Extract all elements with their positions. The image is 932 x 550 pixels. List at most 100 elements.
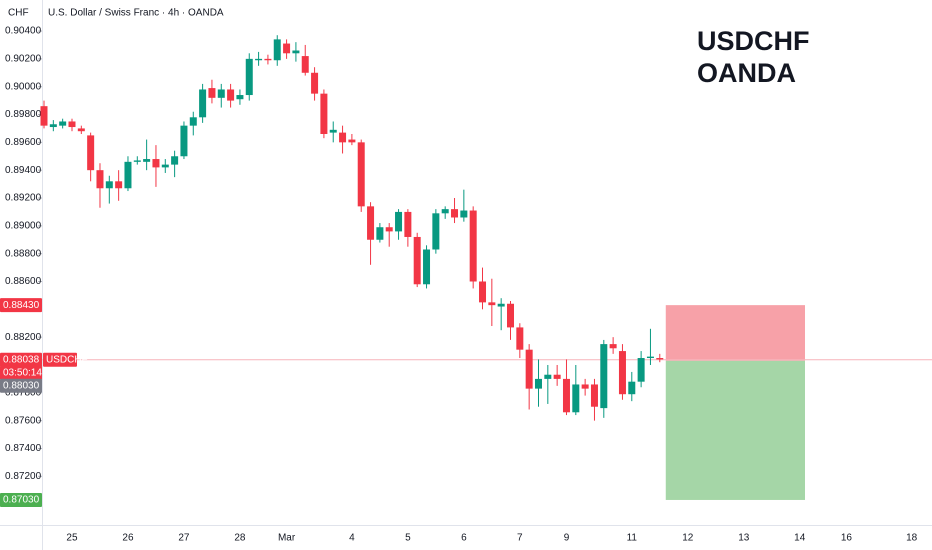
candle-body — [199, 89, 207, 118]
symbol-label: USDCHF — [46, 354, 88, 365]
last-price-label: 0.88038 — [3, 354, 40, 365]
x-tick-label: 18 — [906, 533, 918, 544]
target-label: 0.87030 — [3, 495, 40, 506]
candle-body — [273, 39, 281, 61]
candle-body — [329, 129, 337, 133]
candle-body — [572, 384, 580, 413]
candle-body — [395, 211, 403, 232]
y-tick-label: 0.88200 — [5, 332, 42, 343]
candle-body — [451, 209, 459, 218]
candle-body — [544, 374, 552, 379]
candle-body — [255, 58, 263, 61]
target-label-bg — [0, 492, 42, 507]
y-tick-label: 0.88600 — [5, 276, 42, 287]
x-tick-label: 27 — [178, 533, 190, 544]
candle-body — [49, 124, 57, 128]
candle-body — [283, 43, 291, 54]
candle-body — [143, 159, 151, 162]
candle-body — [301, 56, 309, 73]
candle-body — [562, 378, 570, 413]
y-tick-label: 0.89000 — [5, 220, 42, 231]
candle-body — [534, 378, 542, 389]
countdown-label-bg — [0, 365, 42, 380]
candle-body — [348, 139, 356, 143]
candle-body — [590, 384, 598, 407]
annotation: USDCHF — [697, 26, 810, 56]
candle-body — [432, 213, 440, 250]
y-tick-label: 0.89200 — [5, 193, 42, 204]
x-tick-label: 25 — [66, 533, 78, 544]
stop-zone — [665, 305, 805, 361]
candle-body — [189, 117, 197, 126]
candle-body — [40, 106, 48, 126]
candle-body — [609, 344, 617, 349]
countdown-label: 03:50:14 — [3, 367, 42, 378]
candle-body — [115, 181, 123, 189]
x-tick-label: 26 — [122, 533, 134, 544]
candle-body — [171, 156, 179, 165]
candle-body — [441, 209, 449, 214]
stop-label-bg — [0, 298, 42, 313]
candle-body — [637, 358, 645, 382]
candle-body — [628, 381, 636, 395]
candle-body — [245, 58, 253, 96]
candle-body — [96, 170, 104, 189]
x-tick-label: Mar — [278, 533, 296, 544]
candle-body — [292, 50, 300, 54]
candle-body — [59, 121, 67, 126]
y-tick-label: 0.89800 — [5, 109, 42, 120]
candle-body — [413, 236, 421, 285]
candle-body — [311, 72, 319, 94]
axis-unit: CHF — [8, 8, 29, 19]
candle-body — [180, 125, 188, 157]
candle-body — [77, 128, 85, 132]
candle-body — [161, 164, 169, 168]
y-tick-label: 0.87200 — [5, 471, 42, 482]
x-tick-label: 28 — [234, 533, 246, 544]
candle-body — [385, 227, 393, 232]
candle-body — [479, 281, 487, 303]
candle-body — [264, 58, 272, 61]
candle-body — [217, 89, 225, 98]
candle-body — [124, 161, 132, 189]
candle-body — [236, 95, 244, 100]
annotation: OANDA — [697, 58, 796, 88]
y-tick-label: 0.87400 — [5, 443, 42, 454]
y-tick-label: 0.90200 — [5, 53, 42, 64]
candle-body — [227, 89, 235, 101]
entry-label: 0.88030 — [3, 380, 40, 391]
candle-body — [618, 351, 626, 395]
candle-body — [376, 227, 384, 240]
entry-label-bg — [0, 378, 42, 393]
x-tick-label: 7 — [517, 533, 523, 544]
candle-body — [488, 302, 496, 306]
candle-body — [497, 303, 505, 307]
candle-body — [423, 249, 431, 285]
candle-body — [507, 303, 514, 328]
candle-body — [320, 93, 328, 134]
candle-body — [208, 88, 216, 98]
candle-body — [656, 358, 664, 360]
y-tick-label: 0.89400 — [5, 165, 42, 176]
candle-body — [404, 211, 412, 237]
candle-body — [553, 374, 561, 379]
candle-body — [68, 121, 76, 128]
candle-body — [581, 384, 589, 389]
x-tick-label: 11 — [627, 533, 638, 544]
candle-body — [133, 160, 141, 162]
candle-body — [152, 159, 160, 168]
candle-body — [367, 206, 375, 240]
x-tick-label: 9 — [564, 533, 570, 544]
x-tick-label: 13 — [738, 533, 750, 544]
candle-body — [460, 210, 468, 218]
x-tick-label: 14 — [794, 533, 806, 544]
candle-body — [600, 344, 608, 409]
y-tick-label: 0.90400 — [5, 26, 42, 37]
x-tick-label: 16 — [841, 533, 853, 544]
x-tick-label: 6 — [461, 533, 467, 544]
y-tick-label: 0.89600 — [5, 137, 42, 148]
candle-body — [357, 142, 365, 207]
y-tick-label: 0.90000 — [5, 81, 42, 92]
y-tick-label: 0.88800 — [5, 248, 42, 259]
